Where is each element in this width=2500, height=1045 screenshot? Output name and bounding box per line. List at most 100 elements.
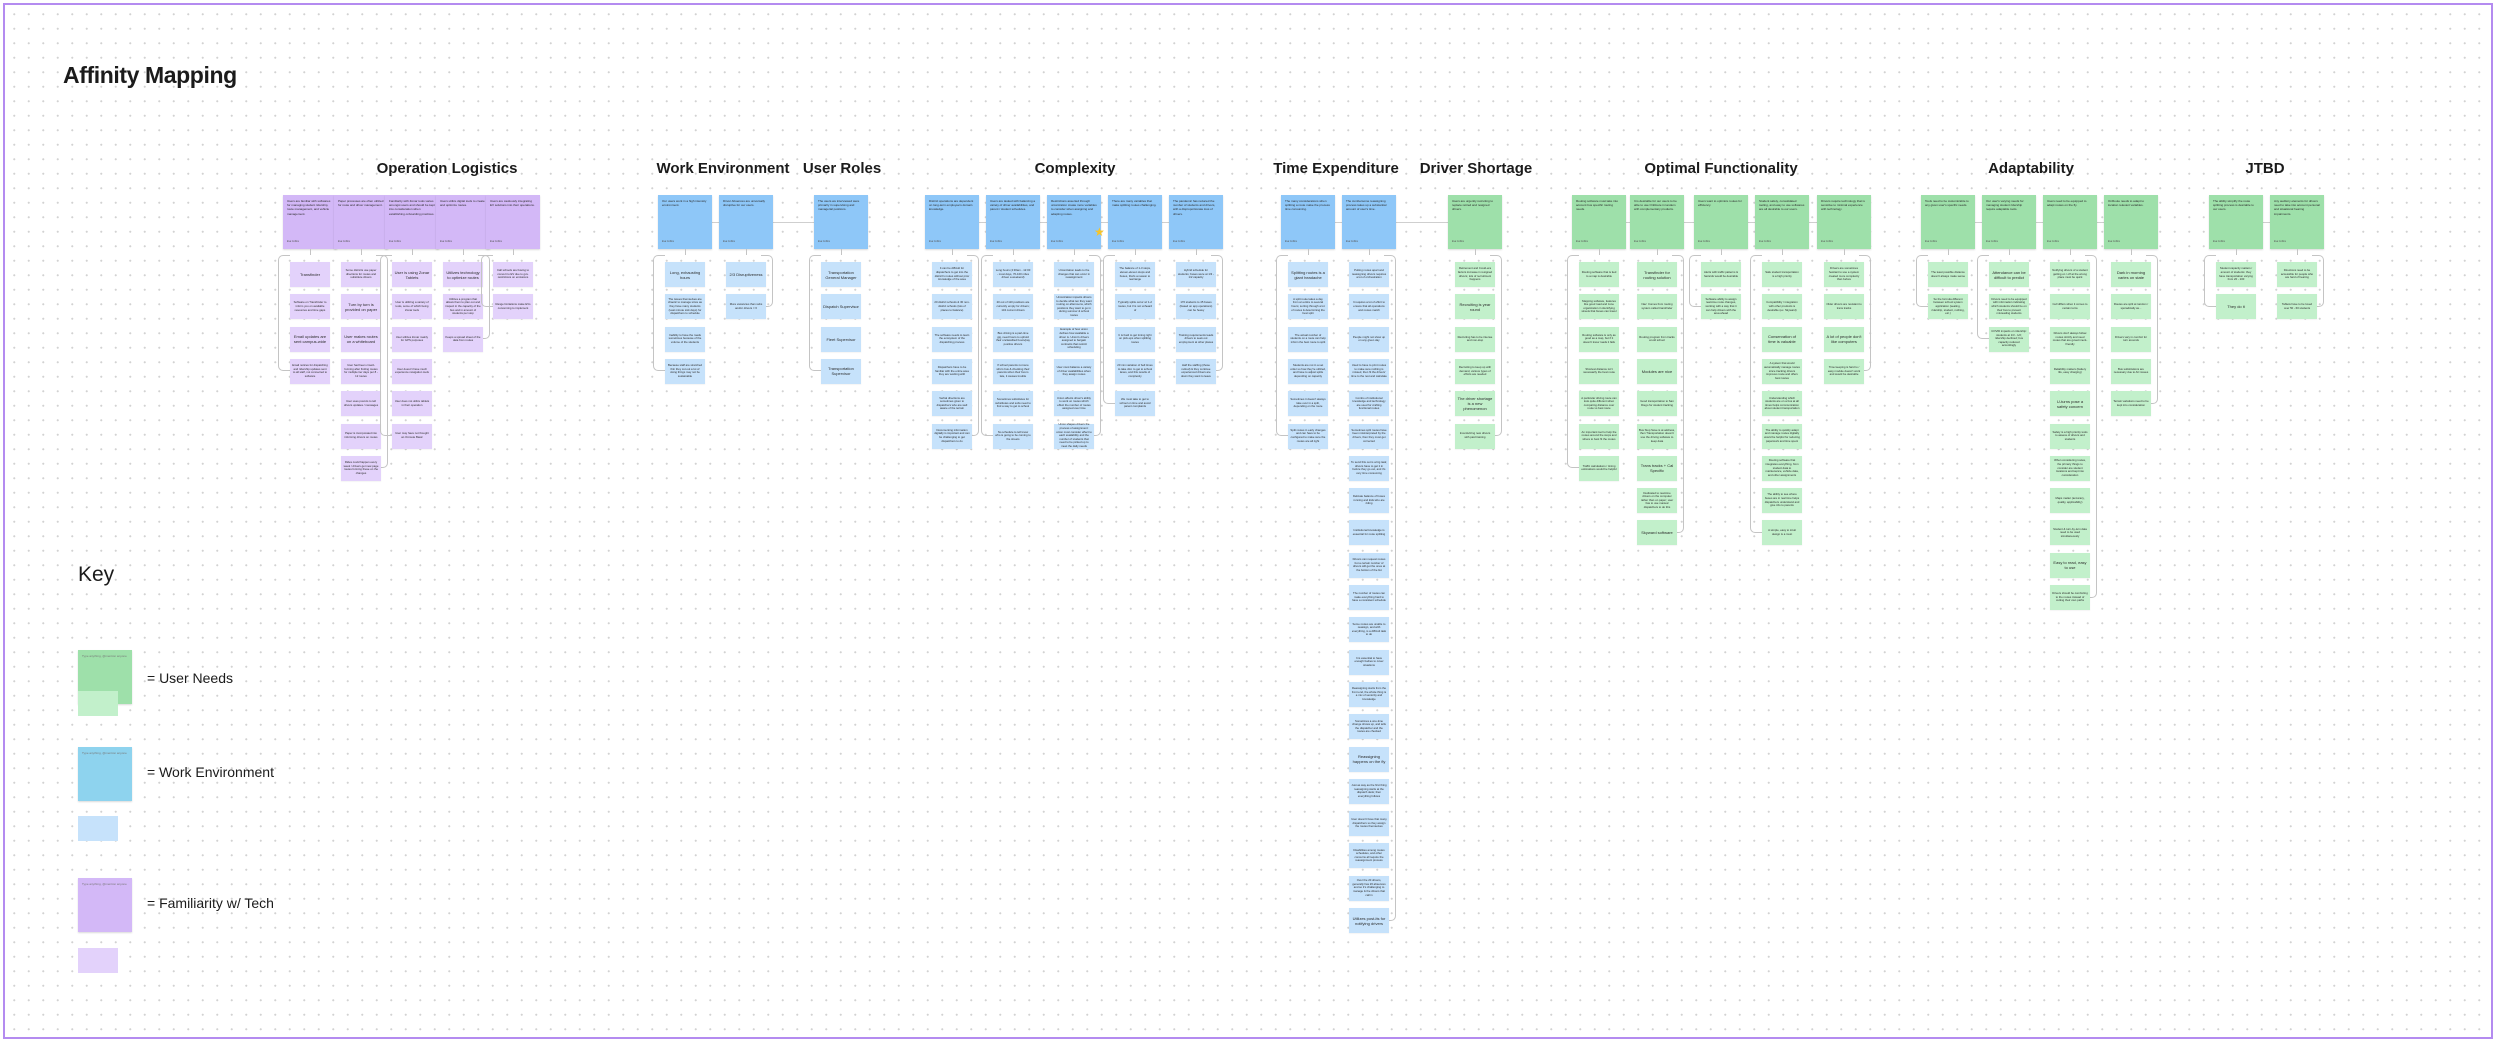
sticky-note[interactable]: Older drivers are resistant to trans tra… [1824, 294, 1864, 320]
sticky-note[interactable]: The ability to see where buses are in re… [1762, 488, 1802, 514]
header-sticky-note[interactable]: Users are urgently recruiting to replace… [1448, 195, 1502, 249]
sticky-note[interactable]: Good transportation to San Diego for stu… [1637, 391, 1677, 417]
sticky-note[interactable]: Union affects driver's ability to work o… [1054, 391, 1094, 417]
sticky-note[interactable]: Utilizes technology to optimize routes [443, 262, 483, 287]
sticky-note[interactable]: Safety is a high priority tools to asses… [2050, 423, 2090, 449]
sticky-note[interactable]: Some routes are unable to reassign, and … [1349, 617, 1389, 643]
sticky-note[interactable]: A system that would automatically manage… [1762, 358, 1802, 384]
sticky-note[interactable]: Modules are nice [1637, 358, 1677, 384]
sticky-note[interactable]: Student capacity matters / amount of stu… [2216, 262, 2256, 287]
sticky-note[interactable]: Drivers need to be equipped with informa… [1989, 294, 2029, 320]
sticky-note[interactable]: Turn by turn is provided on paper [341, 294, 381, 320]
sticky-note[interactable]: User is utilizing a variety of tools, so… [392, 294, 432, 320]
sticky-note[interactable]: User uses post-its to tell drivers updat… [341, 391, 381, 417]
sticky-note[interactable]: Traffic calculations / timing estimation… [1579, 455, 1619, 481]
sticky-note[interactable]: A particular driving route can look quit… [1579, 391, 1619, 417]
key-familiarity-sticky[interactable]: Type anything, @mention anyone [78, 878, 132, 932]
sticky-note[interactable]: U-turns pose a safety concern [2050, 391, 2090, 417]
sticky-note[interactable]: A simple, easy to intuit design is a mus… [1762, 520, 1802, 546]
sticky-note[interactable]: 2/3 Disruptiveness [726, 262, 766, 287]
header-sticky-note[interactable]: District operations are dependent on lon… [925, 195, 979, 249]
sticky-note[interactable]: Inability to have the roads sometimes be… [665, 326, 705, 352]
header-sticky-note[interactable]: The many considerations when splitting a… [1281, 195, 1335, 249]
sticky-note[interactable]: Bus Stop Save is at address, then Transp… [1637, 423, 1677, 449]
sticky-note[interactable]: Trans tracks + Cal Specific [1637, 455, 1677, 481]
sticky-note[interactable]: 20 out of 110 positions are currently em… [993, 294, 1033, 320]
sticky-note[interactable]: Delicate balance of buses running and ki… [1349, 488, 1389, 514]
sticky-note[interactable]: Transfinder [290, 262, 330, 287]
sticky-note[interactable]: Recruiting to keep up with demand, vario… [1455, 358, 1495, 384]
key-user-needs-subnote[interactable] [78, 691, 118, 716]
sticky-note[interactable]: Notifying drivers of a student getting o… [2050, 262, 2090, 287]
sticky-note[interactable]: Utilizes post-its for notifying drivers [1349, 908, 1389, 933]
sticky-note[interactable]: Skyward software [1637, 520, 1677, 546]
sticky-note[interactable]: Used to have to print routes to make sur… [1349, 358, 1389, 384]
star-icon[interactable]: ★ [1094, 225, 1105, 239]
sticky-note[interactable]: Verbal directions are sometimes given to… [932, 391, 972, 417]
sticky-note[interactable]: Dispatch Supervisor [821, 294, 861, 320]
sticky-note[interactable]: Some districts use paper directions for … [341, 262, 381, 287]
sticky-note[interactable]: Utilizes a program that allows them to p… [443, 294, 483, 320]
header-sticky-note[interactable]: Familiarity with Zonar tools varies amon… [385, 195, 439, 249]
sticky-note[interactable]: Bus driving is a part-time gig, need hou… [993, 326, 1033, 352]
sticky-note[interactable]: When considering routes, the primary thi… [2050, 455, 2090, 481]
sticky-note[interactable]: The least possible distance doesn't alwa… [1928, 262, 1968, 287]
sticky-note[interactable]: Reassigning starts from the front end, t… [1349, 681, 1389, 707]
sticky-note[interactable]: Routing software that integrates everyth… [1762, 455, 1802, 481]
sticky-note[interactable]: Unionization impacts drivers to decide w… [1054, 294, 1094, 320]
sticky-note[interactable]: They do it [2216, 294, 2256, 320]
sticky-note[interactable]: Compatibility / integration with other p… [1762, 294, 1802, 320]
sticky-note[interactable]: Disabilities among routes schedules, and… [1349, 843, 1389, 869]
sticky-note[interactable]: Rides could happen every week / drivers … [341, 455, 381, 481]
sticky-note[interactable]: The actual number of students on a route… [1288, 326, 1328, 352]
sticky-note[interactable]: Call schools are having to convert to EV… [493, 262, 533, 287]
sticky-note[interactable]: Sometimes split routes have been misinte… [1349, 423, 1389, 449]
header-sticky-note[interactable]: The users we interviewed were primarily … [814, 195, 868, 249]
sticky-note[interactable]: Bus substitutions are necessary due to A… [2111, 358, 2151, 384]
sticky-note[interactable]: Retirement and Covid-era factors increas… [1455, 262, 1495, 287]
sticky-note[interactable]: Software ability to assign real-time rou… [1701, 294, 1741, 320]
sticky-note[interactable]: So the formula different between school … [1928, 294, 1968, 320]
sticky-note[interactable]: Institutional knowledge is essential for… [1349, 520, 1389, 546]
sticky-note[interactable]: Email updates are sent campus-wide [290, 326, 330, 352]
sticky-note[interactable]: User does not utilize tablets in their o… [392, 391, 432, 417]
key-work-environment-sticky[interactable]: Type anything, @mention anyone [78, 747, 132, 801]
sticky-note[interactable]: Reassigning happens on the fly [1349, 746, 1389, 772]
sticky-note[interactable]: Keeps a spread sheet of the data from ro… [443, 326, 483, 352]
header-sticky-note[interactable]: OnRoute needs to adapt to location relev… [2104, 195, 2158, 249]
sticky-note[interactable]: User may have not thought an Onroute Bas… [392, 423, 432, 449]
sticky-note[interactable]: Recruiting has to be intense and non-sto… [1455, 326, 1495, 352]
sticky-note[interactable]: Just as way as the first thing reassigni… [1349, 778, 1389, 804]
sticky-note[interactable]: More vacancies than subs and/or drivers … [726, 294, 766, 320]
sticky-note[interactable]: Reliability matters (battery life, easy … [2050, 358, 2090, 384]
sticky-note[interactable]: Routing software that is tied to a map i… [1579, 262, 1619, 287]
sticky-note[interactable]: Directions need to be accessible for peo… [2277, 262, 2317, 287]
header-sticky-note[interactable]: Users are cautiously integrating EV solu… [486, 195, 540, 249]
sticky-note[interactable]: Time keeping is hard to / easy module do… [1824, 358, 1864, 384]
sticky-note[interactable]: Recruiting is year round [1455, 294, 1495, 320]
sticky-note[interactable]: Drivers are sometimes hesitant to use a … [1824, 262, 1864, 287]
sticky-note[interactable]: COVID impacts on ridership: students at … [1989, 326, 2029, 352]
header-sticky-note[interactable]: Users want to optimize routes for effici… [1694, 195, 1748, 249]
sticky-note[interactable]: 20 district schools & 30 non-district sc… [932, 294, 972, 320]
sticky-note[interactable]: Alerts with traffic patterns & hazards w… [1701, 262, 1741, 287]
sticky-note[interactable]: Documenting information digitally is imp… [932, 423, 972, 449]
sticky-note[interactable]: It is essential to have enough bodies to… [1349, 649, 1389, 675]
sticky-note[interactable]: Drivers don't always follow routes stric… [2050, 326, 2090, 352]
header-sticky-note[interactable]: Our user's varying needs for managing st… [1982, 195, 2036, 249]
sticky-note[interactable]: Understanding which students are on a bu… [1762, 391, 1802, 417]
header-sticky-note[interactable]: Our users work in a high intensity envir… [658, 195, 712, 249]
header-sticky-note[interactable]: There are many variables that make split… [1108, 195, 1162, 249]
sticky-note[interactable]: User utilizes Zonar mainly for GPS purpo… [392, 326, 432, 352]
sticky-note[interactable]: Student & turn-by-turn data need to be u… [2050, 520, 2090, 546]
sticky-note[interactable]: User doesn't have much experience naviga… [392, 358, 432, 384]
sticky-note[interactable]: Splitting routes is a giant headache [1288, 262, 1328, 287]
sticky-note[interactable]: Cell differs when it comes to certain tu… [2050, 294, 2090, 320]
sticky-note[interactable]: The ability to quickly adapt and manage … [1762, 423, 1802, 449]
sticky-note[interactable]: Putting routes apart and reassigning dri… [1349, 262, 1389, 287]
sticky-note[interactable]: Sometimes substitutes for substitutes an… [993, 391, 1033, 417]
sticky-note[interactable]: Dark in morning varies on state [2111, 262, 2151, 287]
sticky-note[interactable]: Transportation Supervisor [821, 358, 861, 384]
sticky-note[interactable]: An important tool to help the routes aro… [1579, 423, 1619, 449]
sticky-note[interactable]: Transportation General Manager [821, 262, 861, 287]
